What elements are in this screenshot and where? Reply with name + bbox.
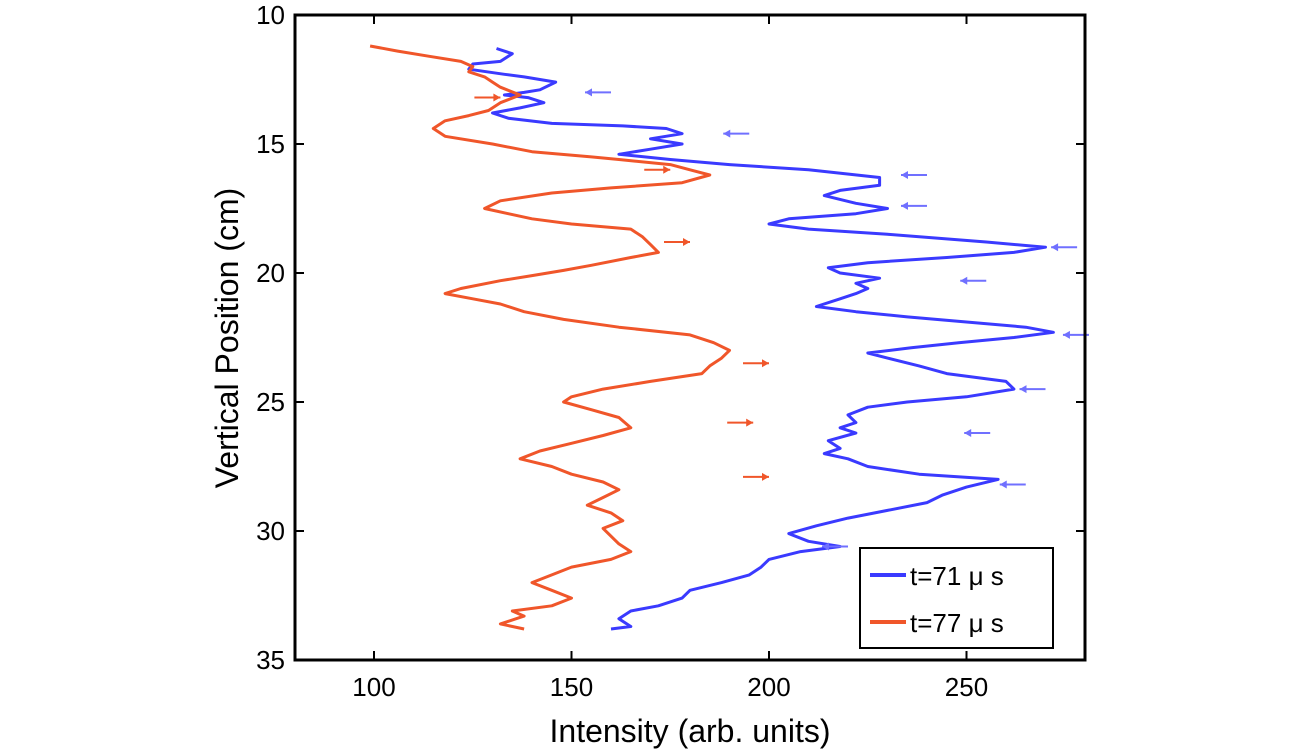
legend-label-t71: t=71 μ s <box>910 561 1004 591</box>
legend-label-t77: t=77 μ s <box>910 608 1004 638</box>
arrow-left-7 <box>1019 385 1046 394</box>
arrow-layer <box>474 88 1089 551</box>
plot-area-frame <box>293 13 1087 662</box>
series-line-1 <box>369 44 731 631</box>
arrow-right-5 <box>743 472 769 481</box>
arrow-right-1 <box>644 165 671 174</box>
arrow-right-2 <box>664 238 690 247</box>
x-tick-label-2: 200 <box>747 672 790 702</box>
arrow-left-8 <box>964 428 991 437</box>
y-tick-label-4: 30 <box>256 516 285 546</box>
arrow-right-3 <box>743 359 769 368</box>
y-tick-label-2: 20 <box>256 258 285 288</box>
x-tick-label-1: 150 <box>550 672 593 702</box>
y-tick-label-0: 10 <box>256 0 285 30</box>
y-tick-label-1: 15 <box>256 129 285 159</box>
arrow-left-4 <box>1051 243 1078 252</box>
arrow-left-2 <box>901 170 927 179</box>
arrow-left-3 <box>901 201 927 210</box>
arrow-left-1 <box>723 129 750 138</box>
arrow-right-4 <box>727 418 754 427</box>
x-tick-label-0: 100 <box>352 672 395 702</box>
y-tick-label-5: 35 <box>256 645 285 675</box>
arrow-left-5 <box>960 276 987 285</box>
series-line-0 <box>467 47 1055 631</box>
y-tick-label-3: 25 <box>256 387 285 417</box>
arrow-right-0 <box>474 93 501 102</box>
x-axis-title: Intensity (arb. units) <box>550 713 831 749</box>
legend: t=71 μ s t=77 μ s <box>859 547 1054 649</box>
series-layer <box>369 44 1055 631</box>
legend-box <box>859 547 1054 649</box>
arrow-left-0 <box>585 88 611 97</box>
arrow-left-9 <box>999 480 1026 489</box>
x-tick-label-3: 250 <box>945 672 988 702</box>
arrow-left-10 <box>822 542 848 551</box>
y-axis-title: Vertical Position (cm) <box>209 188 245 489</box>
tick-layer: 100 150 200 250 10 15 20 25 30 35 <box>256 0 1085 702</box>
